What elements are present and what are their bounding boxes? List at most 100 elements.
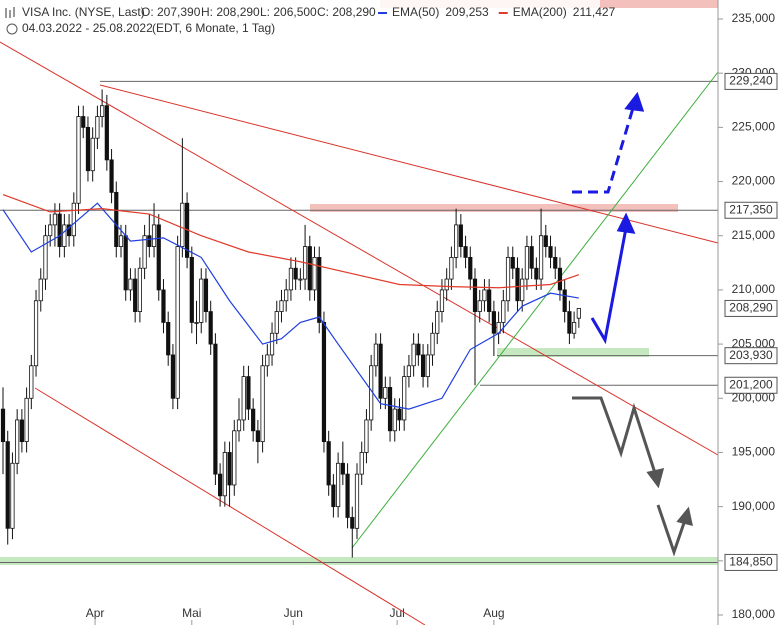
date-range: 04.03.2022 - 25.08.2022 — [22, 21, 153, 35]
candle-body — [85, 126, 91, 172]
candle-body — [269, 332, 275, 356]
support-zone — [497, 348, 649, 357]
candle-body — [90, 137, 95, 172]
level-box — [724, 72, 778, 90]
candle-body — [161, 289, 166, 323]
candle-body — [562, 289, 567, 312]
trendline — [99, 84, 719, 244]
resistance-zone — [310, 204, 678, 212]
y-tick-label: 195,000 — [732, 445, 776, 459]
candle-body — [472, 278, 478, 312]
level-box — [724, 376, 778, 394]
candle-body — [501, 300, 506, 323]
legend-label: EMA(200) — [513, 5, 567, 19]
candle-body — [24, 397, 29, 443]
candle-body — [538, 235, 544, 280]
candle-body — [142, 235, 147, 269]
candle-body — [265, 354, 270, 367]
level-box — [724, 299, 778, 317]
candle-body — [203, 278, 209, 312]
candle-body — [81, 116, 86, 128]
candle-body — [444, 278, 449, 291]
arrow-head — [646, 467, 665, 489]
candle-body — [208, 311, 213, 345]
candle-body — [114, 191, 119, 247]
candle-body — [38, 278, 43, 302]
candle-body — [411, 343, 416, 367]
legend-value: 209,253 — [445, 5, 489, 19]
candle-body — [232, 430, 237, 486]
candle-body — [218, 473, 223, 497]
candle-body — [326, 441, 331, 486]
scenario-arrows — [572, 91, 693, 557]
candle-body — [491, 311, 496, 334]
x-tick-label: Mai — [182, 606, 201, 620]
candle-body — [543, 235, 548, 247]
candle-body — [345, 473, 350, 518]
legend-value: 211,427 — [573, 5, 616, 19]
arrow — [572, 107, 635, 194]
candle-body — [236, 419, 242, 432]
candle-body — [128, 278, 133, 291]
candle-body — [534, 267, 539, 280]
support-zone-low — [0, 557, 718, 565]
candle-body — [104, 105, 109, 161]
candle-body — [435, 311, 440, 334]
candle-body — [5, 441, 10, 529]
y-tick-label: 190,000 — [732, 499, 776, 513]
candle-body — [288, 267, 294, 291]
candle-body — [482, 289, 487, 302]
candle-body — [364, 419, 369, 453]
trendline — [351, 71, 719, 549]
candle-body — [402, 376, 407, 421]
candle-body — [463, 246, 468, 258]
candle-body — [19, 419, 24, 443]
candle-body — [510, 256, 515, 269]
candle-body — [213, 343, 218, 475]
candle-body — [557, 267, 563, 291]
candle-body — [392, 408, 397, 432]
info: (EDT, 6 Monate, 1 Tag) — [152, 21, 275, 35]
y-tick-label: 225,000 — [732, 120, 776, 134]
candle-body — [133, 278, 138, 312]
candle-body — [317, 256, 322, 323]
y-tick-label: 180,000 — [732, 607, 776, 621]
candle-body — [378, 343, 383, 399]
candle-body — [100, 105, 105, 117]
candle-body — [449, 256, 454, 280]
candle-body — [52, 213, 58, 226]
candle-body — [298, 278, 303, 281]
candle-body — [194, 322, 199, 324]
candle-body — [279, 300, 284, 312]
y-tick-label: 200,000 — [732, 390, 776, 404]
candle-body — [383, 387, 388, 399]
level-label: 208,290 — [729, 301, 773, 315]
y-tick-label: 215,000 — [732, 228, 776, 242]
candle-body — [284, 289, 289, 302]
x-tick-label: Aug — [483, 606, 504, 620]
level-label: 217,350 — [729, 202, 773, 216]
ema-lines — [2, 193, 580, 410]
arrow-head — [624, 91, 645, 112]
ema-line — [2, 202, 579, 410]
level-label: 229,240 — [729, 74, 773, 88]
level-label: 203,930 — [729, 348, 773, 362]
candle-body — [397, 408, 402, 421]
candle-body — [529, 246, 534, 269]
level-box — [724, 201, 778, 219]
candle-body — [354, 473, 360, 529]
candle-body — [175, 246, 180, 399]
legend-label: EMA(50) — [392, 5, 439, 19]
candle-body — [199, 278, 204, 323]
candle-body — [118, 235, 124, 247]
quote: C: 208,290 — [317, 5, 376, 19]
quote: L: 206,500 — [260, 5, 317, 19]
candle-body — [350, 517, 355, 529]
header: VISA Inc. (NYSE, Last) O: 207,390 H: 208… — [5, 5, 376, 35]
candle-body — [340, 462, 345, 475]
y-tick-label: 220,000 — [732, 174, 776, 188]
candle-body — [336, 462, 341, 508]
candle-body — [505, 256, 511, 302]
